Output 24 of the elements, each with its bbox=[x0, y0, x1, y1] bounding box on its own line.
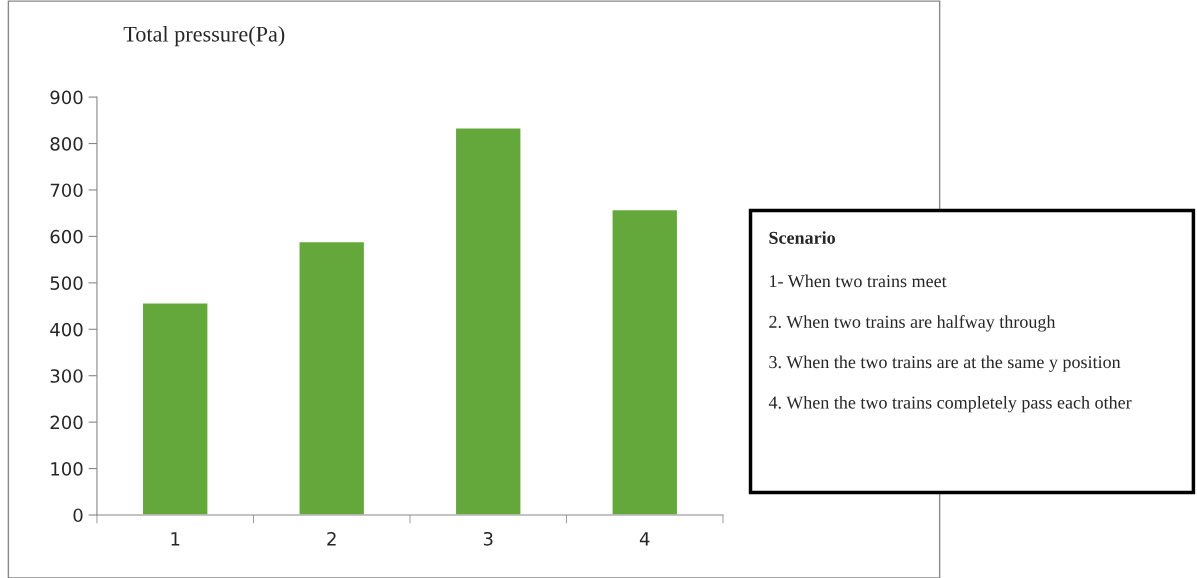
text: Scenario bbox=[769, 231, 835, 244]
y-tick-label: 300 bbox=[50, 369, 83, 383]
text: 3. When the two trains are at the same y position bbox=[769, 355, 1121, 372]
y-tick-label: 600 bbox=[50, 229, 83, 244]
y-tick-label: 800 bbox=[50, 137, 83, 151]
bar bbox=[454, 127, 522, 515]
y-tick-label: 100 bbox=[51, 462, 83, 476]
bar bbox=[298, 240, 366, 515]
bar bbox=[611, 208, 679, 515]
x-tick-label: 3 bbox=[483, 531, 493, 546]
y-tick-label: 500 bbox=[50, 276, 83, 290]
text: 1- When two trains meet bbox=[770, 274, 947, 288]
x-tick-label: 4 bbox=[639, 532, 650, 546]
y-tick-label: 900 bbox=[50, 90, 83, 105]
y-tick-label: 700 bbox=[50, 183, 83, 198]
text: 2. When two trains are halfway through bbox=[769, 315, 1056, 332]
text: 4. When the two trains completely pass each other bbox=[768, 395, 1132, 413]
x-tick-label: 1 bbox=[171, 532, 180, 546]
x-tick-label: 2 bbox=[327, 531, 336, 546]
y-tick-label: 400 bbox=[50, 322, 83, 337]
y-axis-title: Total pressure(Pa) bbox=[123, 26, 285, 47]
y-tick-label: 0 bbox=[73, 508, 83, 523]
y-tick-label: 200 bbox=[50, 415, 83, 430]
bar bbox=[141, 302, 209, 515]
